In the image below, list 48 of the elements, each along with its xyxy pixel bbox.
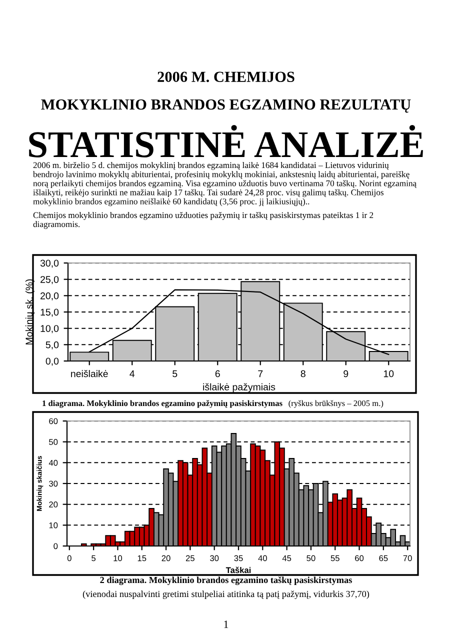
- x-tick-label: 10: [114, 555, 122, 562]
- chart-title: 2006 M. CHEMIJOS MOKYKLINIO BRANDOS EGZAMINO REZULTATŲ: [41, 72, 411, 113]
- y-tick-label: 10,0: [40, 325, 59, 334]
- y-tick-label: 30,0: [40, 260, 59, 268]
- y-tick-label: 0,0: [46, 358, 59, 366]
- text: 2 diagrama. Mokyklinio brandos egzamino taškų pasiskirstymas: [100, 576, 352, 586]
- x-tick-label: 35: [234, 555, 243, 562]
- text: (ryškus brūkšnys – 2005 m.): [288, 400, 384, 408]
- x-tick-label: 8: [300, 370, 306, 378]
- x-tick-label: 25: [186, 555, 194, 562]
- x-tick-label: 65: [379, 555, 388, 562]
- text: 2006 m. birželio 5 d. chemijos mokyklinį brandos egzaminą laikė 1684 kandidatai – Lietuvos vidurinių bendrojo lavinimo mokyklų abiturientai, profesinių mokyklų mokiniai, ankstesnių laidų abiturientai, pareiškę norą perlaikyti chemijos brandos egzaminą. Visa egzamino užduotis buvo vertinama 70 taškų. Norint egzaminą išlaikyti, reikėjo surinkti ne mažiau kaip 17 taškų. Tai sudarė 24,28 proc. visų galimų taškų. Chemijos mokyklinio brandos egzamino neišlaikė 60 kandidatų (3,56 proc. jį laikiusiųjų)..: [33, 162, 417, 206]
- x-tick-label: 7: [258, 370, 263, 378]
- x-tick-label: 0: [67, 555, 72, 562]
- x-tick-label: 9: [344, 370, 348, 378]
- x-tick-label: 55: [330, 555, 340, 562]
- y-tick-label: 20,0: [40, 292, 59, 300]
- x-tick-label: 60: [355, 555, 364, 562]
- chart-subtitle: STATISTINĖ ANALIZĖ: [29, 124, 423, 158]
- y-tick-label: 40: [48, 460, 58, 466]
- x-tick-label: 45: [282, 555, 292, 562]
- y-tick-label: 30: [49, 480, 58, 487]
- x-tick-label: neišlaikė: [71, 370, 108, 378]
- text: Chemijos mokyklinio brandos egzamino užduoties pažymių ir taškų pasiskirstymas pateiktas 1 ir 2 diagramomis.: [33, 212, 374, 229]
- x-axis-title: Taškai: [226, 566, 251, 574]
- x-tick-label: 20: [162, 555, 170, 562]
- x-tick-label: 4: [130, 370, 135, 378]
- y-tick-label: 15,0: [40, 308, 59, 317]
- x-tick-label: 5: [172, 370, 178, 378]
- y-tick-label: 60: [49, 418, 58, 424]
- x-tick-label: 30: [210, 555, 219, 562]
- x-tick-label: 10: [384, 370, 394, 378]
- y-tick-label: 5,0: [46, 341, 59, 350]
- text: 1 diagrama. Mokyklinio brandos egzamino pažymių pasiskirstymas: [42, 400, 282, 408]
- x-tick-label: 5: [92, 555, 96, 562]
- y-tick-label: 50: [49, 439, 58, 445]
- text: 1: [224, 620, 228, 628]
- x-tick-label: 6: [215, 370, 220, 378]
- x-tick-label: 70: [403, 555, 412, 562]
- y-tick-label: 25,0: [40, 276, 59, 284]
- y-tick-label: 20: [49, 502, 58, 508]
- x-axis-title: išlaikė pažymiais: [203, 383, 276, 392]
- text: (vienodai nuspalvinti gretimi stulpeliai atitinka tą patį pažymį, vidurkis 37,70): [82, 590, 370, 599]
- x-tick-label: 40: [258, 555, 267, 562]
- y-tick-label: 0: [54, 543, 58, 550]
- y-tick-label: 10: [49, 522, 58, 528]
- x-tick-label: 50: [306, 555, 316, 562]
- x-tick-label: 15: [138, 555, 146, 562]
